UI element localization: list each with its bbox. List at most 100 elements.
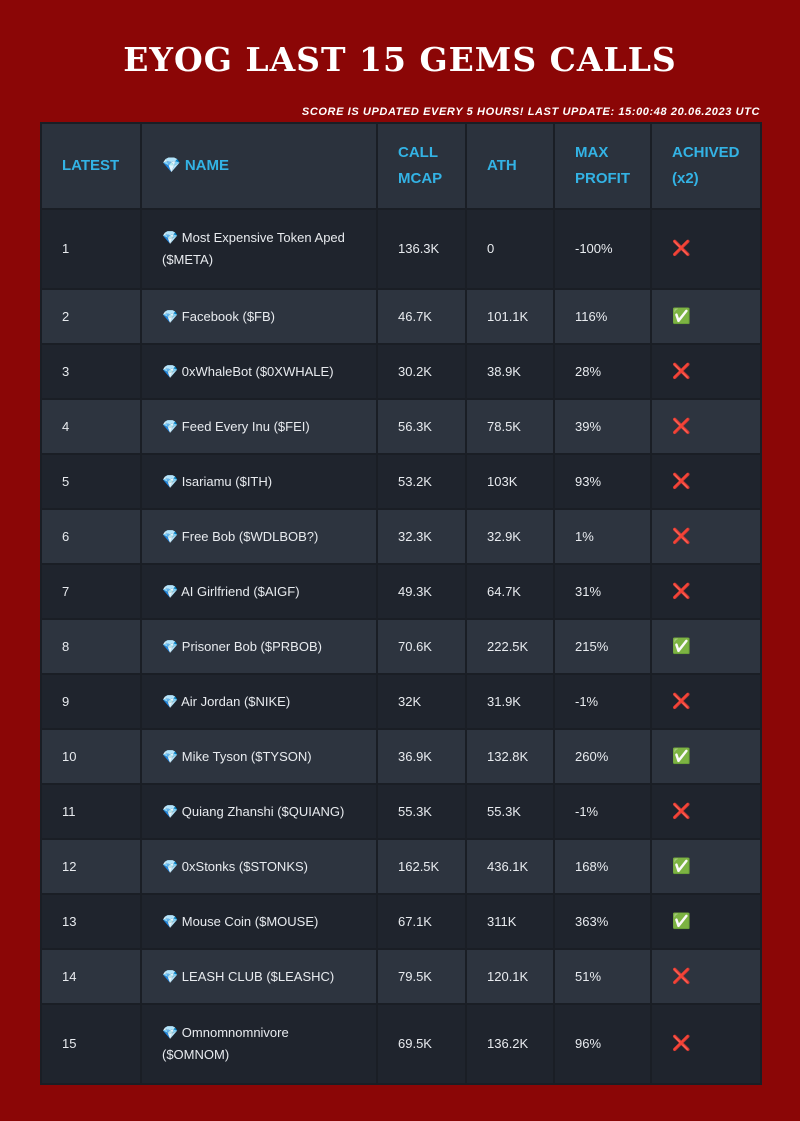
table-row: 6 💎 Free Bob ($WDLBOB?) 32.3K 32.9K 1% ❌ [40, 508, 762, 565]
cell-achieved-icon: ❌ [650, 1003, 762, 1085]
cell-name: 💎 Free Bob ($WDLBOB?) [140, 508, 378, 565]
cell-ath: 222.5K [465, 618, 555, 675]
cell-achieved-icon: ❌ [650, 673, 762, 730]
cell-call-mcap: 30.2K [376, 343, 467, 400]
table-row: 7 💎 AI Girlfriend ($AIGF) 49.3K 64.7K 31% ❌ [40, 563, 762, 620]
table-row: 15 💎 Omnomnomnivore ($OMNOM) 69.5K 136.2K 96… [40, 1003, 762, 1085]
cell-max-profit: 363% [553, 893, 652, 950]
cell-latest: 13 [40, 893, 142, 950]
table-row: 12 💎 0xStonks ($STONKS) 162.5K 436.1K 168% ✅ [40, 838, 762, 895]
cell-achieved-icon: ✅ [650, 838, 762, 895]
table-row: 4 💎 Feed Every Inu ($FEI) 56.3K 78.5K 39% ❌ [40, 398, 762, 455]
cell-ath: 101.1K [465, 288, 555, 345]
cell-name: 💎 AI Girlfriend ($AIGF) [140, 563, 378, 620]
cell-ath: 31.9K [465, 673, 555, 730]
cell-ath: 311K [465, 893, 555, 950]
cell-latest: 15 [40, 1003, 142, 1085]
cell-achieved-icon: ❌ [650, 398, 762, 455]
cell-ath: 0 [465, 208, 555, 290]
cell-name: 💎 Quiang Zhanshi ($QUIANG) [140, 783, 378, 840]
cell-max-profit: 51% [553, 948, 652, 1005]
cell-name: 💎 Mike Tyson ($TYSON) [140, 728, 378, 785]
page-title: EYOG LAST 15 GEMS CALLS [123, 40, 677, 79]
cell-latest: 5 [40, 453, 142, 510]
cell-call-mcap: 55.3K [376, 783, 467, 840]
cell-call-mcap: 46.7K [376, 288, 467, 345]
cell-call-mcap: 53.2K [376, 453, 467, 510]
cell-name: 💎 Mouse Coin ($MOUSE) [140, 893, 378, 950]
cell-ath: 32.9K [465, 508, 555, 565]
cell-max-profit: -1% [553, 673, 652, 730]
cell-achieved-icon: ❌ [650, 948, 762, 1005]
cell-name: 💎 Prisoner Bob ($PRBOB) [140, 618, 378, 675]
column-header-name[interactable]: 💎 NAME [140, 122, 378, 210]
cell-ath: 55.3K [465, 783, 555, 840]
cell-name: 💎 Most Expensive Token Aped ($META) [140, 208, 378, 290]
cell-call-mcap: 69.5K [376, 1003, 467, 1085]
column-header-call-mcap[interactable]: CALL MCAP [376, 122, 467, 210]
cell-latest: 1 [40, 208, 142, 290]
table-row: 2 💎 Facebook ($FB) 46.7K 101.1K 116% ✅ [40, 288, 762, 345]
cell-name: 💎 Air Jordan ($NIKE) [140, 673, 378, 730]
cell-latest: 11 [40, 783, 142, 840]
table-row: 13 💎 Mouse Coin ($MOUSE) 67.1K 311K 363% ✅ [40, 893, 762, 950]
cell-name: 💎 Isariamu ($ITH) [140, 453, 378, 510]
cell-name: 💎 Facebook ($FB) [140, 288, 378, 345]
gems-calls-table: LATEST 💎 NAME CALL MCAP ATH MAX PROFIT A… [40, 122, 762, 1085]
cell-achieved-icon: ✅ [650, 728, 762, 785]
cell-latest: 12 [40, 838, 142, 895]
cell-latest: 9 [40, 673, 142, 730]
cell-call-mcap: 36.9K [376, 728, 467, 785]
cell-achieved-icon: ❌ [650, 508, 762, 565]
update-notice: SCORE IS UPDATED EVERY 5 HOURS! LAST UPD… [301, 106, 760, 118]
cell-max-profit: 260% [553, 728, 652, 785]
cell-achieved-icon: ❌ [650, 208, 762, 290]
table-header: LATEST 💎 NAME CALL MCAP ATH MAX PROFIT A… [40, 122, 762, 210]
cell-ath: 64.7K [465, 563, 555, 620]
cell-latest: 8 [40, 618, 142, 675]
table-body: 1 💎 Most Expensive Token Aped ($META) 136.… [40, 208, 762, 1085]
cell-max-profit: 31% [553, 563, 652, 620]
cell-achieved-icon: ❌ [650, 453, 762, 510]
column-header-latest[interactable]: LATEST [40, 122, 142, 210]
cell-achieved-icon: ❌ [650, 563, 762, 620]
cell-name: 💎 0xWhaleBot ($0XWHALE) [140, 343, 378, 400]
cell-max-profit: 1% [553, 508, 652, 565]
cell-achieved-icon: ✅ [650, 893, 762, 950]
column-header-max-profit[interactable]: MAX PROFIT [553, 122, 652, 210]
cell-ath: 436.1K [465, 838, 555, 895]
table-row: 8 💎 Prisoner Bob ($PRBOB) 70.6K 222.5K 215% ✅ [40, 618, 762, 675]
cell-call-mcap: 32K [376, 673, 467, 730]
table-row: 9 💎 Air Jordan ($NIKE) 32K 31.9K -1% ❌ [40, 673, 762, 730]
cell-max-profit: 96% [553, 1003, 652, 1085]
cell-max-profit: 168% [553, 838, 652, 895]
cell-achieved-icon: ❌ [650, 783, 762, 840]
table-row: 3 💎 0xWhaleBot ($0XWHALE) 30.2K 38.9K 28% ❌ [40, 343, 762, 400]
cell-max-profit: 116% [553, 288, 652, 345]
cell-max-profit: -1% [553, 783, 652, 840]
table-row: 1 💎 Most Expensive Token Aped ($META) 136.… [40, 208, 762, 290]
cell-name: 💎 Omnomnomnivore ($OMNOM) [140, 1003, 378, 1085]
cell-ath: 136.2K [465, 1003, 555, 1085]
cell-name: 💎 Feed Every Inu ($FEI) [140, 398, 378, 455]
cell-latest: 4 [40, 398, 142, 455]
cell-max-profit: 39% [553, 398, 652, 455]
cell-max-profit: 28% [553, 343, 652, 400]
table-row: 10 💎 Mike Tyson ($TYSON) 36.9K 132.8K 260% ✅ [40, 728, 762, 785]
cell-latest: 6 [40, 508, 142, 565]
cell-name: 💎 LEASH CLUB ($LEASHC) [140, 948, 378, 1005]
cell-call-mcap: 136.3K [376, 208, 467, 290]
cell-call-mcap: 70.6K [376, 618, 467, 675]
table-row: 14 💎 LEASH CLUB ($LEASHC) 79.5K 120.1K 51% ❌ [40, 948, 762, 1005]
cell-call-mcap: 79.5K [376, 948, 467, 1005]
cell-latest: 10 [40, 728, 142, 785]
cell-latest: 2 [40, 288, 142, 345]
cell-max-profit: -100% [553, 208, 652, 290]
table-row: 5 💎 Isariamu ($ITH) 53.2K 103K 93% ❌ [40, 453, 762, 510]
cell-ath: 38.9K [465, 343, 555, 400]
cell-achieved-icon: ❌ [650, 343, 762, 400]
cell-max-profit: 93% [553, 453, 652, 510]
cell-latest: 14 [40, 948, 142, 1005]
column-header-ath[interactable]: ATH [465, 122, 555, 210]
column-header-achieved[interactable]: ACHIVED (x2) [650, 122, 762, 210]
